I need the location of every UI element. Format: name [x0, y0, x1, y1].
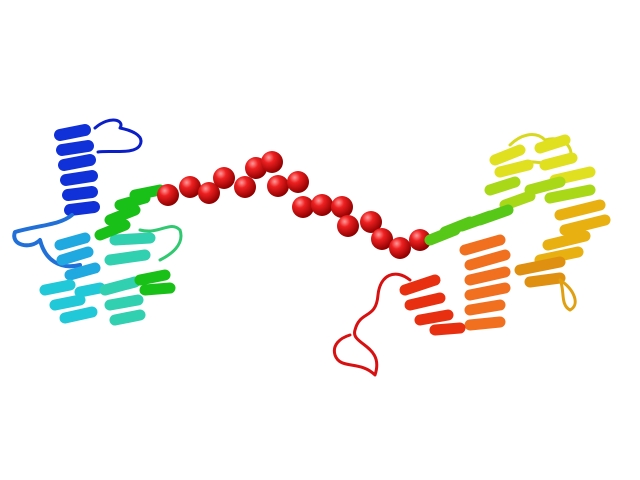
bead — [234, 176, 256, 198]
bead — [331, 196, 353, 218]
helix — [489, 134, 596, 186]
bead — [360, 211, 382, 233]
bead — [337, 215, 359, 237]
bead — [157, 184, 179, 206]
helix — [484, 176, 596, 211]
loop — [12, 213, 82, 269]
helix — [99, 232, 156, 326]
helix — [54, 232, 101, 281]
bead — [409, 229, 431, 251]
loop — [93, 118, 143, 154]
helix — [534, 199, 611, 266]
helix — [94, 184, 176, 296]
left-domain — [12, 118, 183, 326]
bead — [311, 194, 333, 216]
helix — [399, 274, 466, 336]
linker-beads — [157, 151, 431, 259]
helix — [459, 234, 511, 331]
bead — [371, 228, 393, 250]
bead — [198, 182, 220, 204]
loop — [558, 278, 577, 312]
tail-loop — [332, 272, 412, 377]
bead — [179, 176, 201, 198]
helix — [514, 256, 566, 288]
bead — [213, 167, 235, 189]
bead — [267, 175, 289, 197]
bead — [389, 237, 411, 259]
loop — [138, 224, 183, 262]
helix — [424, 204, 514, 246]
bead — [287, 171, 309, 193]
helix — [54, 124, 100, 216]
bead — [292, 196, 314, 218]
right-domain — [332, 133, 611, 377]
helix — [39, 279, 106, 324]
bead — [261, 151, 283, 173]
